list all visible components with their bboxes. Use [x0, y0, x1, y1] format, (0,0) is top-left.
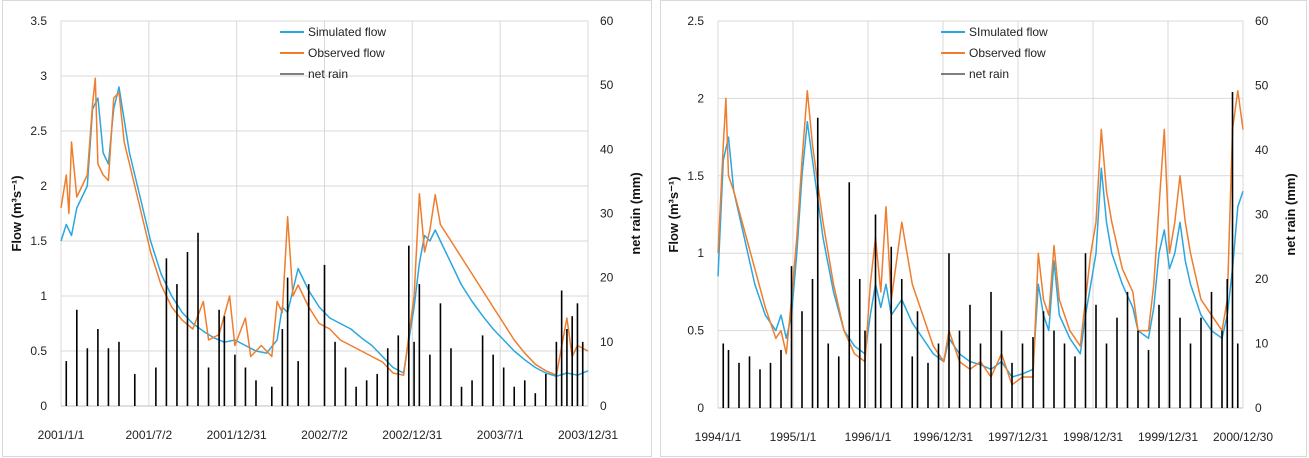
legend-label: net rain [308, 67, 348, 81]
x-tick-label: 1994/1/1 [695, 430, 742, 444]
y-tick-label: 2 [697, 91, 704, 105]
x-tick-label: 2001/7/2 [125, 428, 172, 442]
y-tick-label: 2 [40, 179, 47, 193]
left-chart-panel: 0 0.5 1 1.5 2 2.5 3 3.5 0 10 20 30 40 50 60 2001/1/1 200… [2, 0, 652, 457]
left-chart: 0 0.5 1 1.5 2 2.5 3 3.5 0 10 20 30 40 50 60 2001/1/1 200… [9, 14, 643, 442]
y-tick-label: 1.5 [30, 234, 47, 248]
y2-tick-label: 40 [600, 142, 614, 156]
y-tick-label: 1.5 [687, 169, 704, 183]
x-tick-label: 2002/12/31 [382, 428, 442, 442]
y2-tick-label: 30 [600, 207, 614, 221]
legend-label: Observed flow [969, 46, 1046, 60]
y-tick-label: 3.5 [30, 14, 47, 28]
y2-tick-label: 50 [1255, 79, 1269, 93]
x-tick-label: 2003/7/1 [477, 428, 524, 442]
y2-tick-label: 60 [1255, 14, 1269, 28]
series-line-observed [717, 89, 1244, 386]
y2-tick-label: 60 [600, 14, 614, 28]
series-line-simulated [60, 86, 589, 378]
y-axis-title: Flow (m³s⁻¹) [666, 176, 681, 252]
x-tick-label: 2000/12/30 [1213, 430, 1273, 444]
right-chart-panel: 0 0.5 1 1.5 2 2.5 0 10 20 30 40 50 60 1994/1/1 1995/1/… [660, 0, 1307, 457]
y2-axis-title: net rain (mm) [1283, 173, 1298, 255]
x-tick-label: 1996/12/31 [913, 430, 973, 444]
y2-axis-title: net rain (mm) [628, 172, 643, 254]
y-tick-label: 1 [40, 289, 47, 303]
y-tick-label: 1 [697, 246, 704, 260]
x-tick-label: 1999/12/31 [1138, 430, 1198, 444]
y-tick-label: 0.5 [30, 344, 47, 358]
y2-tick-label: 0 [600, 399, 607, 413]
right-chart: 0 0.5 1 1.5 2 2.5 0 10 20 30 40 50 60 1994/1/1 1995/1/… [666, 14, 1298, 444]
y2-tick-label: 10 [1255, 337, 1269, 351]
y-tick-label: 0 [40, 399, 47, 413]
y-tick-label: 3 [40, 69, 47, 83]
y2-tick-label: 50 [600, 78, 614, 92]
legend-label: Simulated flow [308, 25, 386, 39]
y-tick-label: 2.5 [30, 124, 47, 138]
x-tick-label: 1996/1/1 [845, 430, 892, 444]
x-tick-label: 1995/1/1 [770, 430, 817, 444]
y-tick-label: 0 [697, 401, 704, 415]
y2-tick-label: 20 [1255, 272, 1269, 286]
x-tick-label: 2003/12/31 [558, 428, 618, 442]
legend-label: Observed flow [308, 46, 385, 60]
y-tick-label: 2.5 [687, 14, 704, 28]
series-line-simulated [717, 120, 1244, 378]
legend-label: net rain [969, 67, 1009, 81]
x-tick-label: 1998/12/31 [1063, 430, 1123, 444]
x-tick-label: 2002/7/2 [301, 428, 348, 442]
legend-label: SImulated flow [969, 25, 1048, 39]
x-tick-label: 2001/12/31 [207, 428, 267, 442]
y2-tick-label: 10 [600, 335, 614, 349]
series-line-observed [60, 77, 589, 376]
y2-tick-label: 40 [1255, 143, 1269, 157]
y-axis-title: Flow (m³s⁻¹) [9, 175, 24, 251]
y2-tick-label: 30 [1255, 208, 1269, 222]
x-tick-label: 2001/1/1 [38, 428, 85, 442]
x-tick-label: 1997/12/31 [988, 430, 1048, 444]
y2-tick-label: 0 [1255, 401, 1262, 415]
y-tick-label: 0.5 [687, 324, 704, 338]
y2-tick-label: 20 [600, 271, 614, 285]
